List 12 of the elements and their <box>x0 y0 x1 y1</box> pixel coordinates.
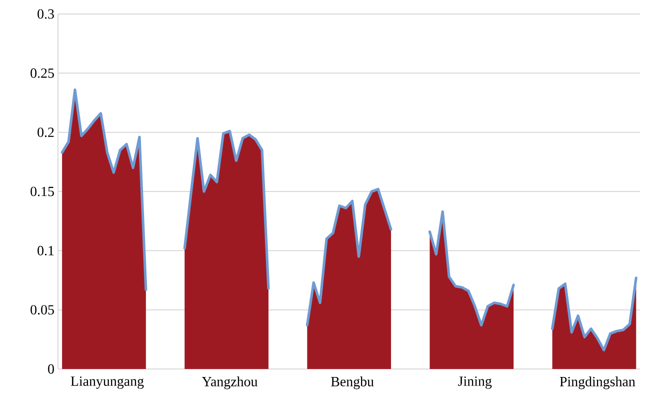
y-tick-label: 0.15 <box>30 186 54 196</box>
y-tick-label: 0.1 <box>38 246 54 256</box>
y-tick-label: 0.3 <box>38 9 54 19</box>
y-tick-label: 0.2 <box>38 128 54 138</box>
x-tick-label: Lianyungang <box>70 376 144 389</box>
y-tick-label: 0.25 <box>30 68 54 78</box>
y-tick-label: 0.05 <box>30 305 54 315</box>
y-tick-label: 0 <box>48 364 54 374</box>
x-tick-label: Yangzhou <box>202 376 258 390</box>
x-tick-label: Bengbu <box>331 376 374 390</box>
x-tick-label: Pingdingshan <box>560 376 636 390</box>
x-tick-label: Jining <box>458 376 492 389</box>
